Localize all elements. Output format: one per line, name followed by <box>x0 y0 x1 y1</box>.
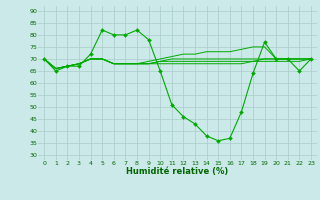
X-axis label: Humidité relative (%): Humidité relative (%) <box>126 167 229 176</box>
